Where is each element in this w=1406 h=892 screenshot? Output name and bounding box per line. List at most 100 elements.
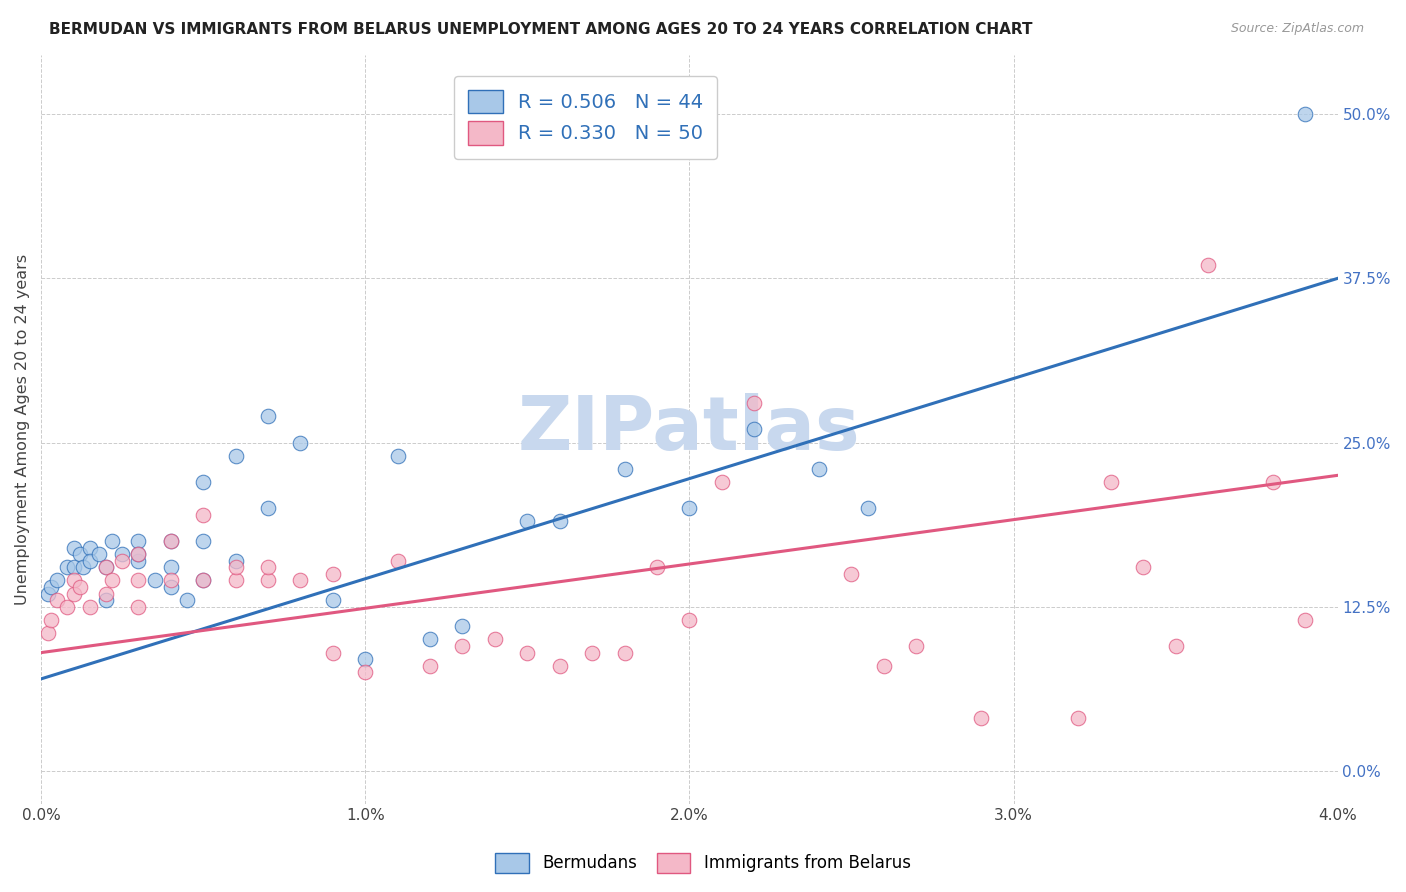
- Point: [79, 554, 101, 568]
- Point: [193, 533, 215, 548]
- Point: [645, 560, 668, 574]
- Point: [89, 547, 111, 561]
- Point: [176, 593, 198, 607]
- Point: [37, 626, 59, 640]
- Point: [159, 574, 181, 588]
- Point: [159, 560, 181, 574]
- Point: [257, 574, 280, 588]
- Point: [46, 574, 69, 588]
- Point: [94, 560, 117, 574]
- Point: [79, 541, 101, 555]
- Point: [322, 646, 344, 660]
- Point: [451, 619, 474, 633]
- Point: [1099, 475, 1122, 489]
- Point: [387, 554, 409, 568]
- Y-axis label: Unemployment Among Ages 20 to 24 years: Unemployment Among Ages 20 to 24 years: [15, 254, 30, 605]
- Point: [101, 533, 124, 548]
- Point: [37, 586, 59, 600]
- Point: [193, 475, 215, 489]
- Point: [856, 501, 879, 516]
- Point: [581, 646, 603, 660]
- Point: [127, 547, 149, 561]
- Point: [193, 574, 215, 588]
- Point: [46, 593, 69, 607]
- Point: [678, 501, 700, 516]
- Point: [354, 665, 377, 680]
- Point: [322, 566, 344, 581]
- Text: Source: ZipAtlas.com: Source: ZipAtlas.com: [1230, 22, 1364, 36]
- Point: [613, 646, 636, 660]
- Point: [56, 599, 79, 614]
- Text: BERMUDAN VS IMMIGRANTS FROM BELARUS UNEMPLOYMENT AMONG AGES 20 TO 24 YEARS CORRE: BERMUDAN VS IMMIGRANTS FROM BELARUS UNEM…: [49, 22, 1033, 37]
- Point: [742, 396, 765, 410]
- Point: [516, 514, 538, 528]
- Point: [94, 593, 117, 607]
- Point: [159, 533, 181, 548]
- Point: [94, 586, 117, 600]
- Point: [1132, 560, 1154, 574]
- Point: [143, 574, 166, 588]
- Point: [225, 574, 247, 588]
- Point: [613, 462, 636, 476]
- Point: [516, 646, 538, 660]
- Point: [257, 560, 280, 574]
- Point: [193, 508, 215, 522]
- Point: [225, 560, 247, 574]
- Point: [225, 449, 247, 463]
- Point: [1294, 613, 1316, 627]
- Point: [742, 422, 765, 436]
- Text: ZIPatlas: ZIPatlas: [517, 392, 860, 466]
- Point: [290, 435, 312, 450]
- Point: [322, 593, 344, 607]
- Point: [290, 574, 312, 588]
- Point: [970, 711, 993, 725]
- Point: [111, 554, 134, 568]
- Point: [39, 613, 62, 627]
- Point: [808, 462, 831, 476]
- Point: [159, 580, 181, 594]
- Point: [79, 599, 101, 614]
- Point: [484, 632, 506, 647]
- Point: [419, 658, 441, 673]
- Point: [225, 554, 247, 568]
- Point: [193, 574, 215, 588]
- Point: [127, 533, 149, 548]
- Point: [69, 580, 91, 594]
- Point: [257, 409, 280, 424]
- Point: [905, 639, 928, 653]
- Point: [354, 652, 377, 666]
- Point: [841, 566, 863, 581]
- Point: [62, 541, 84, 555]
- Point: [710, 475, 733, 489]
- Point: [127, 547, 149, 561]
- Point: [873, 658, 896, 673]
- Point: [62, 560, 84, 574]
- Legend: Bermudans, Immigrants from Belarus: Bermudans, Immigrants from Belarus: [489, 847, 917, 880]
- Point: [257, 501, 280, 516]
- Point: [127, 554, 149, 568]
- Point: [451, 639, 474, 653]
- Point: [127, 599, 149, 614]
- Point: [127, 574, 149, 588]
- Point: [1197, 258, 1219, 272]
- Point: [62, 586, 84, 600]
- Point: [548, 658, 571, 673]
- Point: [62, 574, 84, 588]
- Point: [159, 533, 181, 548]
- Point: [39, 580, 62, 594]
- Point: [548, 514, 571, 528]
- Legend: R = 0.506   N = 44, R = 0.330   N = 50: R = 0.506 N = 44, R = 0.330 N = 50: [454, 76, 717, 159]
- Point: [1067, 711, 1090, 725]
- Point: [1164, 639, 1187, 653]
- Point: [678, 613, 700, 627]
- Point: [101, 574, 124, 588]
- Point: [72, 560, 94, 574]
- Point: [419, 632, 441, 647]
- Point: [56, 560, 79, 574]
- Point: [1261, 475, 1284, 489]
- Point: [387, 449, 409, 463]
- Point: [1294, 107, 1316, 121]
- Point: [94, 560, 117, 574]
- Point: [69, 547, 91, 561]
- Point: [111, 547, 134, 561]
